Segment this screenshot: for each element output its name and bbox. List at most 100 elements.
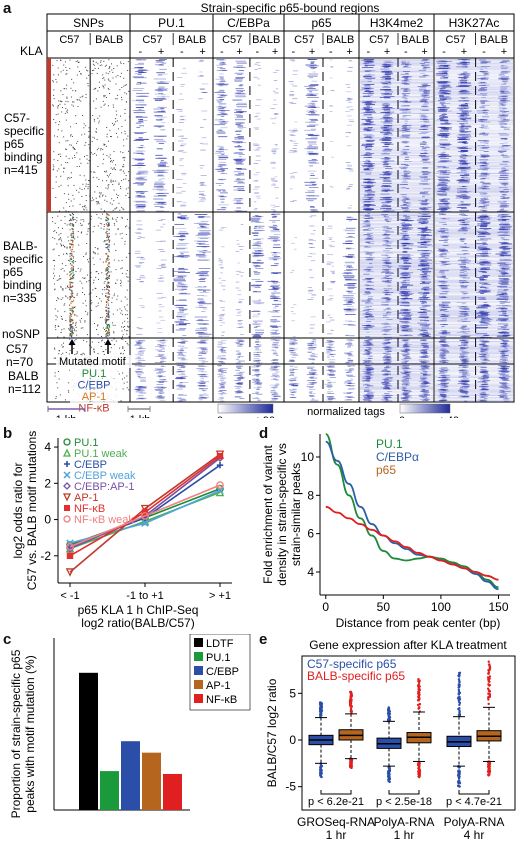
outlier	[457, 770, 460, 773]
outlier	[487, 660, 490, 663]
strain-label-balb: BALB	[401, 34, 429, 46]
box-balb-0	[338, 690, 364, 770]
legend-entry: p65	[376, 463, 396, 477]
strain-label-c57: C57	[222, 34, 242, 46]
outlier	[418, 679, 421, 683]
series-line-2	[325, 505, 499, 581]
legend-entry: PU.1	[74, 437, 98, 449]
outlier	[488, 667, 492, 671]
y-axis-label: Proportion of strain-specific p65peaks w…	[9, 649, 37, 818]
legend-swatch	[194, 694, 203, 703]
legend-entry: C/EBP	[206, 666, 239, 678]
legend-entry: LDTF	[206, 638, 234, 650]
outlier	[487, 692, 490, 695]
kla-sign: -	[220, 46, 224, 58]
outlier	[388, 775, 391, 778]
outlier	[348, 700, 352, 703]
pvalue-label: p < 4.7e-21	[446, 796, 502, 808]
kla-sign: +	[272, 46, 278, 58]
outlier	[349, 764, 352, 768]
panel-e-box-chart: Gene expression after KLA treatment -5 0 5B…	[265, 638, 516, 842]
outlier	[350, 698, 353, 702]
kla-sign: -	[180, 46, 184, 58]
outlier	[458, 772, 461, 775]
kla-sign: +	[158, 46, 164, 58]
pvalue-label: p < 6.2e-21	[308, 796, 364, 808]
strain-label-c57: C57	[142, 34, 162, 46]
outlier	[487, 767, 490, 771]
x-group-label: PolyA-RNA 4 hr	[444, 815, 505, 842]
outlier	[320, 775, 323, 779]
scale-bar-label-chip: 1 kb	[130, 414, 151, 418]
panel-b-line-chart: -2 0 2 4 < -1 -1 to +1 > +1 p65 KLA 1 h ChIP-Se…	[11, 431, 232, 630]
outlier	[457, 678, 461, 681]
motif-arrow-left-head	[68, 339, 76, 345]
outlier	[487, 695, 490, 699]
panel-e-label: e	[259, 631, 268, 648]
data-point	[63, 438, 71, 446]
outlier	[350, 692, 353, 695]
x-tick-label: -1 to +1	[126, 590, 164, 602]
outlier	[457, 671, 461, 675]
chart-title: Gene expression after KLA treatment	[309, 638, 507, 652]
outlier	[458, 775, 461, 779]
strain-label-c57: C57	[369, 34, 389, 46]
panel-c-bar-chart: Proportion of strain-specific p65peaks w…	[9, 634, 251, 818]
kla-sign: +	[346, 46, 352, 58]
y-tick-label: 0	[44, 513, 51, 527]
outlier	[318, 703, 322, 706]
box-c57-0	[308, 701, 334, 779]
heatmap-streaks	[131, 59, 513, 402]
strain-label-balb: BALB	[252, 34, 280, 46]
nosnp-label: noSNP	[2, 327, 40, 341]
outlier	[416, 703, 420, 707]
panel-b-label: b	[3, 425, 13, 442]
kla-sign: -	[256, 46, 260, 58]
outlier	[418, 775, 421, 779]
outlier	[386, 772, 390, 775]
x-group-label: GROSeq-RNA 1 hr	[297, 815, 375, 842]
colorbar-90	[217, 403, 274, 414]
outlier	[457, 690, 461, 693]
legend-entry: PU.1	[376, 437, 403, 451]
outlier	[458, 701, 462, 705]
column-header: SNPs	[73, 16, 104, 30]
pvalue-bracket	[458, 790, 490, 795]
strain-label-c57: C57	[294, 34, 314, 46]
y-tick-label: -5	[285, 780, 296, 794]
strain-label-balb: BALB	[178, 34, 206, 46]
data-point	[216, 481, 224, 489]
outlier	[458, 709, 461, 712]
legend-entry: C57-specific p65	[307, 657, 397, 671]
column-header: p65	[311, 16, 331, 30]
legend-swatch	[194, 652, 203, 661]
x-tick-label: 50	[377, 600, 391, 614]
data-point	[66, 542, 74, 551]
kla-sign: -	[139, 46, 143, 58]
outlier	[388, 715, 392, 719]
bar-pu-1	[100, 771, 119, 810]
kla-sign: -	[482, 46, 486, 58]
kla-sign: -	[329, 46, 333, 58]
outlier	[387, 766, 391, 770]
legend-entry: C/EBP:AP-1	[74, 481, 135, 493]
outlier	[458, 781, 462, 785]
motif-legend-bg	[70, 367, 118, 378]
bar-ap-1	[142, 752, 161, 810]
outlier	[488, 683, 491, 687]
outlier	[458, 707, 461, 710]
data-point	[63, 471, 71, 479]
outlier	[418, 772, 421, 775]
y-tick-label: 4	[307, 565, 314, 579]
kla-sign: +	[461, 46, 467, 58]
snp-dots	[52, 59, 130, 402]
motif-legend-bg	[70, 378, 118, 390]
data-point	[65, 544, 75, 553]
mutated-motif-label-bg	[56, 355, 132, 368]
outlier	[320, 714, 323, 717]
outlier	[487, 761, 490, 764]
column-header: H3K27Ac	[449, 16, 500, 30]
kla-sign: -	[442, 46, 446, 58]
legend-entry: NF-κB	[206, 694, 237, 706]
outlier	[486, 687, 490, 690]
